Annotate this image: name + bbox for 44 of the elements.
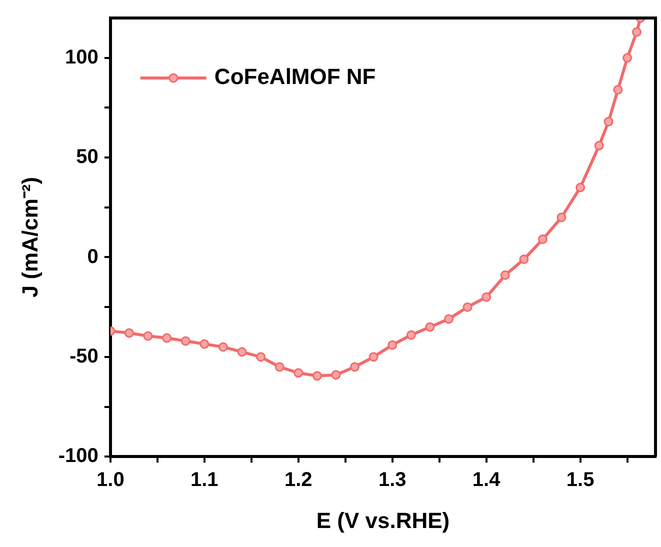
x-tick-label: 1.5 bbox=[566, 469, 594, 492]
point bbox=[368, 352, 378, 362]
point bbox=[331, 370, 341, 380]
point bbox=[162, 333, 172, 343]
point bbox=[312, 371, 322, 381]
point bbox=[180, 336, 190, 346]
point bbox=[556, 212, 566, 222]
y-axis-title: J (mA/cm⁻²) bbox=[17, 176, 42, 298]
point bbox=[350, 362, 360, 372]
point bbox=[124, 328, 134, 338]
legend-label: CoFeAlMOF NF bbox=[214, 64, 376, 90]
y-tick-label: -50 bbox=[70, 345, 98, 368]
point bbox=[462, 302, 472, 312]
x-tick-label: 1.1 bbox=[190, 469, 218, 492]
point bbox=[444, 314, 454, 324]
point bbox=[237, 347, 247, 357]
point bbox=[256, 352, 266, 362]
point bbox=[482, 292, 492, 302]
y-tick-label: 50 bbox=[76, 146, 98, 168]
point bbox=[604, 116, 614, 126]
point bbox=[388, 340, 398, 350]
x-axis-title: E (V vs.RHE) bbox=[316, 508, 450, 533]
point bbox=[200, 339, 210, 349]
point bbox=[576, 182, 586, 192]
x-tick-label: 1.3 bbox=[378, 469, 406, 492]
point bbox=[622, 53, 632, 63]
point bbox=[425, 322, 435, 332]
x-tick-label: 1.0 bbox=[96, 469, 124, 492]
y-tick-label: 0 bbox=[87, 246, 98, 268]
x-tick-label: 1.4 bbox=[472, 469, 502, 492]
point bbox=[500, 270, 510, 280]
point bbox=[218, 342, 228, 352]
point bbox=[406, 330, 416, 340]
point bbox=[594, 140, 604, 150]
point bbox=[538, 234, 548, 244]
point bbox=[632, 27, 642, 37]
point bbox=[294, 368, 304, 378]
y-tick-label: 100 bbox=[65, 46, 98, 68]
y-tick-label: -100 bbox=[58, 445, 98, 468]
point bbox=[143, 331, 153, 341]
x-tick-label: 1.2 bbox=[284, 469, 312, 492]
point bbox=[274, 362, 284, 372]
point bbox=[519, 254, 529, 264]
point bbox=[613, 85, 623, 95]
